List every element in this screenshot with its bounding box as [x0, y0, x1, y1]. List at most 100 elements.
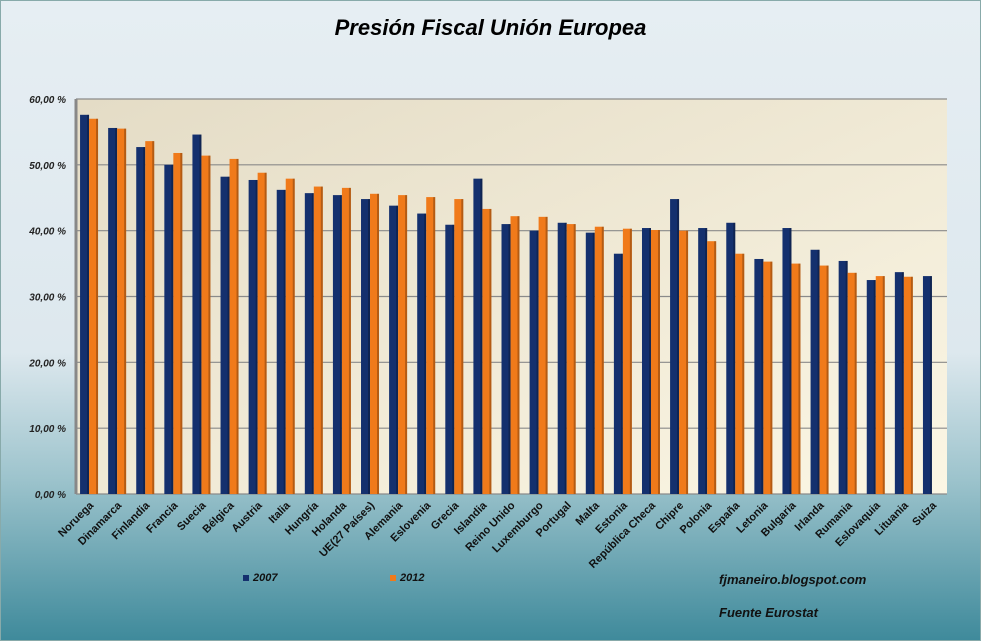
bar-2007	[557, 222, 567, 494]
bar-2012	[285, 178, 295, 495]
bar-shadow	[180, 152, 183, 494]
bar-2007	[276, 189, 286, 494]
bar-shadow	[171, 164, 174, 495]
bar-2012	[257, 172, 267, 494]
bar-2012	[538, 216, 548, 494]
bar-shadow	[845, 260, 848, 494]
blog-credit: fjmaneiro.blogspot.com	[719, 572, 867, 587]
x-tick-label: Suiza	[910, 499, 939, 528]
legend-item-2012: 2012	[390, 572, 424, 584]
bar-shadow	[686, 230, 689, 494]
bar-2007	[726, 222, 736, 494]
bar-2012	[735, 253, 745, 494]
bar-shadow	[826, 265, 829, 494]
bar-2012	[763, 261, 773, 494]
bar-shadow	[508, 224, 511, 495]
x-tick-label: Bélgica	[200, 499, 237, 536]
bar-shadow	[854, 272, 857, 494]
bar-2007	[192, 134, 202, 495]
bar-2007	[304, 193, 314, 494]
bar-shadow	[264, 172, 267, 494]
bar-shadow	[433, 197, 436, 494]
bar-shadow	[283, 189, 286, 494]
bar-shadow	[714, 241, 717, 494]
bar-shadow	[152, 141, 155, 494]
bar-shadow	[405, 195, 408, 494]
bar-shadow	[255, 179, 258, 494]
legend-swatch-2012	[390, 575, 396, 581]
bar-shadow	[873, 280, 876, 494]
legend-swatch-2007	[243, 575, 249, 581]
y-tick-label: 50,00 %	[29, 161, 66, 172]
bar-2012	[679, 230, 689, 494]
bar-shadow	[592, 232, 595, 494]
bar-2007	[894, 272, 904, 494]
bar-shadow	[536, 230, 539, 494]
bar-shadow	[677, 199, 680, 495]
bar-shadow	[115, 127, 118, 494]
bar-2007	[332, 195, 342, 494]
bar-shadow	[377, 193, 380, 495]
bar-2012	[426, 197, 436, 494]
y-tick-label: 20,00 %	[28, 358, 66, 369]
bar-2007	[136, 147, 146, 494]
y-tick-label: 10,00 %	[29, 424, 66, 435]
bar-shadow	[770, 261, 773, 494]
bar-2012	[341, 187, 351, 494]
bar-2007	[529, 230, 539, 494]
legend-item-2007: 2007	[243, 572, 277, 584]
bar-2012	[173, 152, 183, 494]
bar-2007	[220, 176, 230, 494]
bar-shadow	[236, 158, 239, 495]
bar-2007	[782, 228, 792, 495]
bar-2012	[454, 199, 464, 495]
bar-2007	[248, 179, 258, 494]
bar-2007	[417, 213, 427, 495]
bar-shadow	[339, 195, 342, 494]
bar-shadow	[199, 134, 202, 495]
bar-2007	[361, 199, 371, 495]
x-tick-label: Francia	[144, 499, 181, 536]
bar-2007	[164, 164, 174, 495]
bar-shadow	[208, 155, 211, 494]
bar-2012	[229, 158, 239, 495]
bar-2007	[585, 232, 595, 494]
y-tick-label: 40,00 %	[28, 227, 66, 238]
bar-2012	[594, 226, 604, 494]
bar-2007	[641, 228, 651, 495]
bar-shadow	[227, 176, 230, 494]
bar-2012	[566, 224, 576, 495]
bar-shadow	[348, 187, 351, 494]
bar-shadow	[657, 230, 660, 494]
bar-shadow	[705, 228, 708, 495]
bar-shadow	[620, 253, 623, 494]
bar-shadow	[882, 276, 885, 494]
bar-shadow	[480, 178, 483, 495]
bar-2007	[698, 228, 708, 495]
bar-shadow	[817, 249, 820, 494]
bar-2012	[313, 186, 323, 494]
bar-2007	[838, 260, 848, 494]
bar-shadow	[742, 253, 745, 494]
bar-2012	[201, 155, 211, 494]
bar-2007	[473, 178, 483, 495]
bar-shadow	[320, 186, 323, 494]
bar-shadow	[452, 224, 455, 494]
bar-2012	[117, 128, 127, 494]
bar-shadow	[910, 276, 913, 494]
bar-2012	[791, 263, 801, 494]
bar-shadow	[761, 258, 764, 494]
bar-2012	[650, 230, 660, 494]
bar-2007	[866, 280, 876, 494]
bar-shadow	[929, 276, 932, 494]
bar-shadow	[424, 213, 427, 495]
bar-2007	[108, 127, 118, 494]
bar-2012	[819, 265, 829, 494]
bar-shadow	[901, 272, 904, 494]
bar-shadow	[292, 178, 295, 495]
bar-2007	[445, 224, 455, 494]
bar-2012	[482, 208, 492, 495]
bar-shadow	[368, 199, 371, 495]
